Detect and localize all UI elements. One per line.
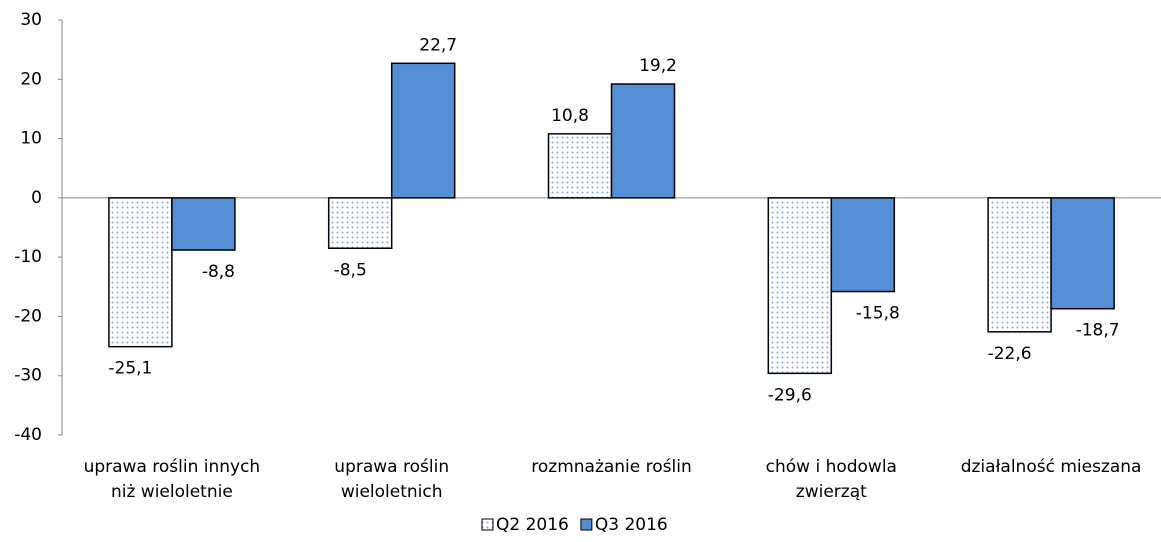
value-label: -15,8	[856, 304, 900, 324]
y-tick-label: 30	[20, 10, 42, 30]
bar	[547, 133, 613, 199]
y-tick-label: 0	[31, 188, 42, 208]
x-tick-label: uprawa roślin wieloletnich	[334, 457, 449, 502]
y-tick-label: -10	[14, 247, 42, 267]
legend-swatch	[481, 518, 494, 531]
x-tick-label: działalność mieszana	[961, 457, 1142, 477]
x-tick-label: rozmnażanie roślin	[531, 457, 692, 477]
bar	[171, 197, 236, 251]
bar	[1050, 197, 1115, 310]
y-tick-label: -20	[14, 306, 42, 326]
x-tick-label: uprawa roślin innych niż wieloletnie	[84, 457, 261, 502]
value-label: 22,7	[419, 35, 457, 55]
bar	[830, 197, 896, 293]
value-label: 10,8	[551, 106, 589, 126]
value-label: 19,2	[639, 56, 677, 76]
value-label: -29,6	[768, 385, 812, 405]
bar	[767, 197, 833, 375]
legend-label: Q2 2016	[496, 515, 569, 535]
bar	[327, 197, 393, 250]
value-label: -18,7	[1076, 321, 1120, 341]
y-tick-label: -40	[14, 425, 42, 445]
bar	[108, 197, 173, 348]
value-label: -8,8	[202, 262, 235, 282]
legend-label: Q3 2016	[595, 515, 668, 535]
y-tick-label: 20	[20, 69, 42, 89]
value-label: -8,5	[334, 260, 367, 280]
x-tick-label: chów i hodowla zwierząt	[766, 457, 897, 502]
value-label: -22,6	[988, 344, 1032, 364]
bar	[390, 62, 456, 199]
bar	[610, 83, 676, 199]
value-label: -25,1	[108, 359, 152, 379]
y-tick-label: -30	[14, 366, 42, 386]
bar	[987, 197, 1052, 333]
y-tick-label: 10	[20, 129, 42, 149]
legend-swatch	[580, 518, 593, 531]
